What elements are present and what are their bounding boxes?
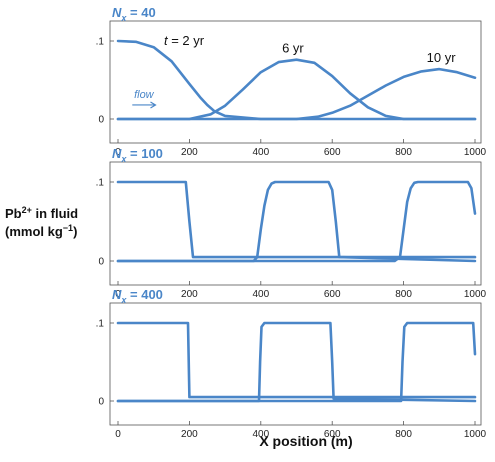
flow-label: flow	[134, 89, 155, 101]
y-tick-label: .1	[96, 37, 105, 48]
series-line-2	[116, 321, 477, 403]
x-tick-label: 600	[324, 147, 341, 158]
ylabel-unit-end: )	[73, 224, 77, 239]
y-axis-label: Pb2+ in fluid (mmol kg−1)	[5, 205, 78, 239]
ylabel-sup: 2+	[22, 205, 32, 215]
ylabel-unit-sup: −1	[63, 223, 73, 233]
y-tick-label: 0	[98, 115, 104, 126]
series-line-1	[116, 321, 477, 399]
series-line-2	[116, 58, 477, 121]
x-tick-label: 200	[181, 289, 198, 300]
svg-text:Pb2+ in fluid: Pb2+ in fluid	[5, 205, 78, 221]
series-line-1	[116, 39, 477, 121]
panel-title-sub: x	[120, 154, 127, 164]
x-tick-label: 0	[115, 147, 121, 158]
x-tick-label: 0	[115, 429, 121, 440]
y-tick-label: .1	[96, 178, 105, 189]
x-tick-label: 400	[252, 429, 269, 440]
x-axis-label: X position (m)	[259, 433, 352, 449]
y-tick-label: 0	[98, 257, 104, 268]
ylabel-unit: (mmol kg	[5, 224, 63, 239]
panel-nx-40: Nx = 40 0 200 400 600 800 1000 0 .1 t = 2 yr 6 yr 1…	[96, 5, 487, 158]
svg-text:(mmol kg−1): (mmol kg−1)	[5, 223, 77, 239]
x-tick-label: 600	[324, 289, 341, 300]
ylabel-pb: Pb	[5, 206, 22, 221]
time-annotation: t = 2 yr	[164, 33, 205, 48]
panel-title: Nx = 100	[112, 146, 163, 164]
x-tick-label: 400	[252, 289, 269, 300]
series-line-2	[116, 180, 477, 263]
time-annotation: 6 yr	[282, 41, 304, 56]
ylabel-rest: in fluid	[32, 206, 78, 221]
panel-title: Nx = 400	[112, 287, 163, 305]
x-tick-label: 0	[115, 289, 121, 300]
panel-title-var: N	[112, 146, 122, 161]
x-tick-label: 800	[395, 289, 412, 300]
series-line-3	[116, 321, 477, 403]
panel-title-rest: = 100	[126, 146, 163, 161]
series-line-3	[116, 67, 477, 121]
panel-title-var: N	[112, 5, 122, 20]
x-tick-label: 1000	[464, 147, 487, 158]
y-tick-label: 0	[98, 397, 104, 408]
x-tick-label: 1000	[464, 289, 487, 300]
x-tick-label: 1000	[464, 429, 487, 440]
series-line-3	[116, 180, 477, 263]
plot-frame	[109, 20, 482, 144]
plot-frame	[109, 302, 482, 426]
panel-title-rest: = 400	[126, 287, 163, 302]
panel-title-sub: x	[120, 13, 127, 23]
x-tick-label: 600	[324, 429, 341, 440]
panel-title-rest: = 40	[126, 5, 155, 20]
panel-title: Nx = 40	[112, 5, 156, 23]
time-annotation: 10 yr	[427, 50, 457, 65]
x-tick-label: 200	[181, 147, 198, 158]
x-tick-label: 800	[395, 147, 412, 158]
x-tick-label: 800	[395, 429, 412, 440]
panel-title-sub: x	[120, 295, 127, 305]
x-tick-label: 400	[252, 147, 269, 158]
x-tick-label: 200	[181, 429, 198, 440]
flow-arrow-head-icon	[150, 101, 157, 109]
plot-frame	[109, 161, 482, 286]
series-line-1	[116, 180, 477, 259]
panel-title-var: N	[112, 287, 122, 302]
y-tick-label: .1	[96, 319, 105, 330]
